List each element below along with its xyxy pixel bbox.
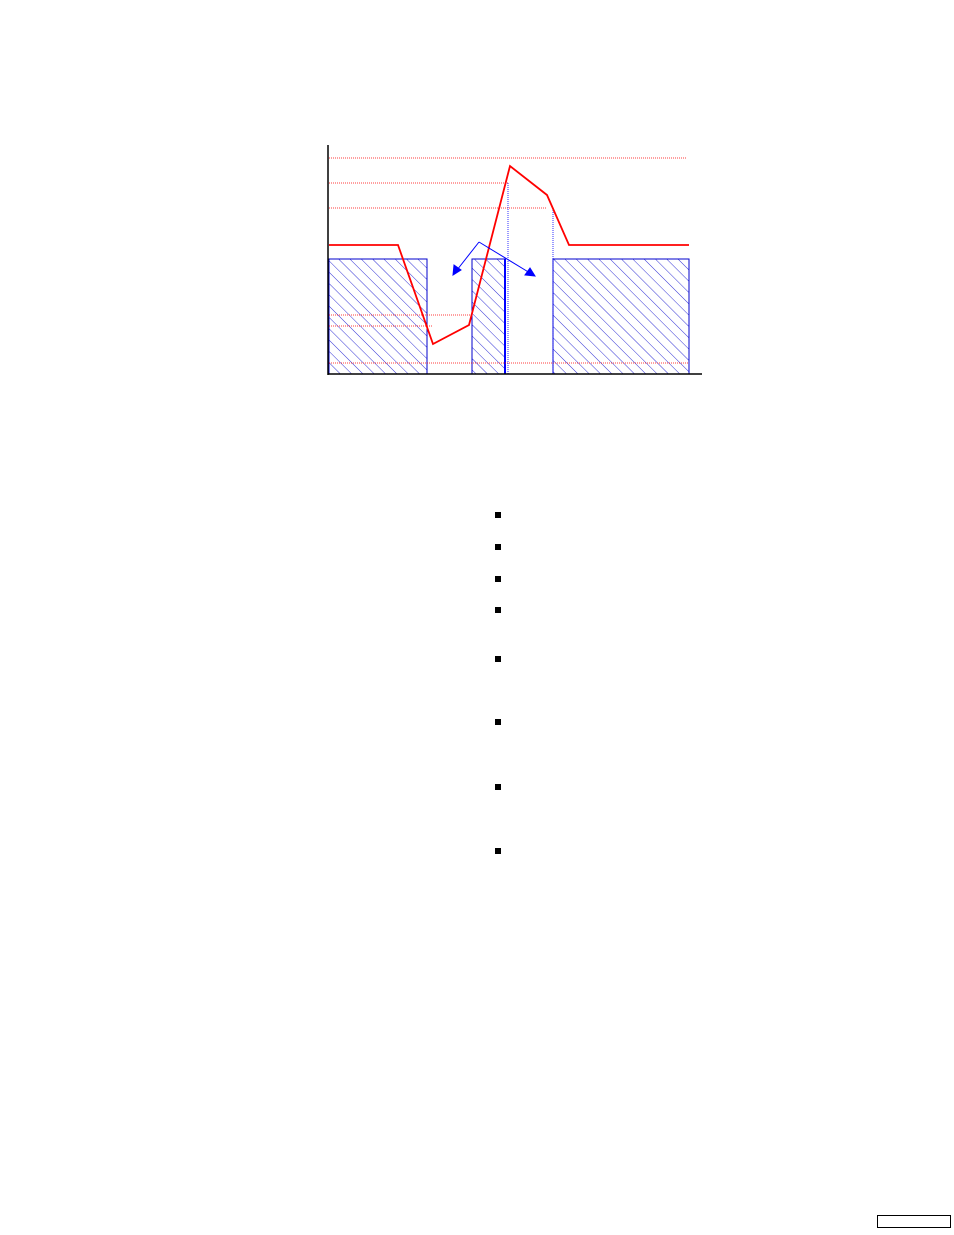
square-bullet-icon bbox=[495, 784, 501, 790]
square-bullet-icon bbox=[495, 607, 501, 613]
square-bullet-icon bbox=[495, 656, 501, 662]
square-bullet-icon bbox=[495, 544, 501, 550]
blue-guide-lines bbox=[507, 183, 554, 374]
red-guide-lines bbox=[329, 157, 689, 364]
hatched-region-left bbox=[328, 258, 428, 375]
timing-diagram bbox=[327, 145, 702, 375]
branching-arrow-icon bbox=[452, 241, 536, 277]
signal-trace bbox=[329, 164, 689, 346]
square-bullet-icon bbox=[495, 719, 501, 725]
square-bullet-icon bbox=[495, 512, 501, 518]
page-number-box bbox=[877, 1215, 951, 1228]
square-bullet-icon bbox=[495, 848, 501, 854]
axes bbox=[327, 145, 702, 375]
hatched-region-right bbox=[552, 258, 690, 375]
square-bullet-icon bbox=[495, 576, 501, 582]
hatched-region-middle bbox=[471, 258, 506, 375]
hatched-regions bbox=[328, 258, 690, 375]
